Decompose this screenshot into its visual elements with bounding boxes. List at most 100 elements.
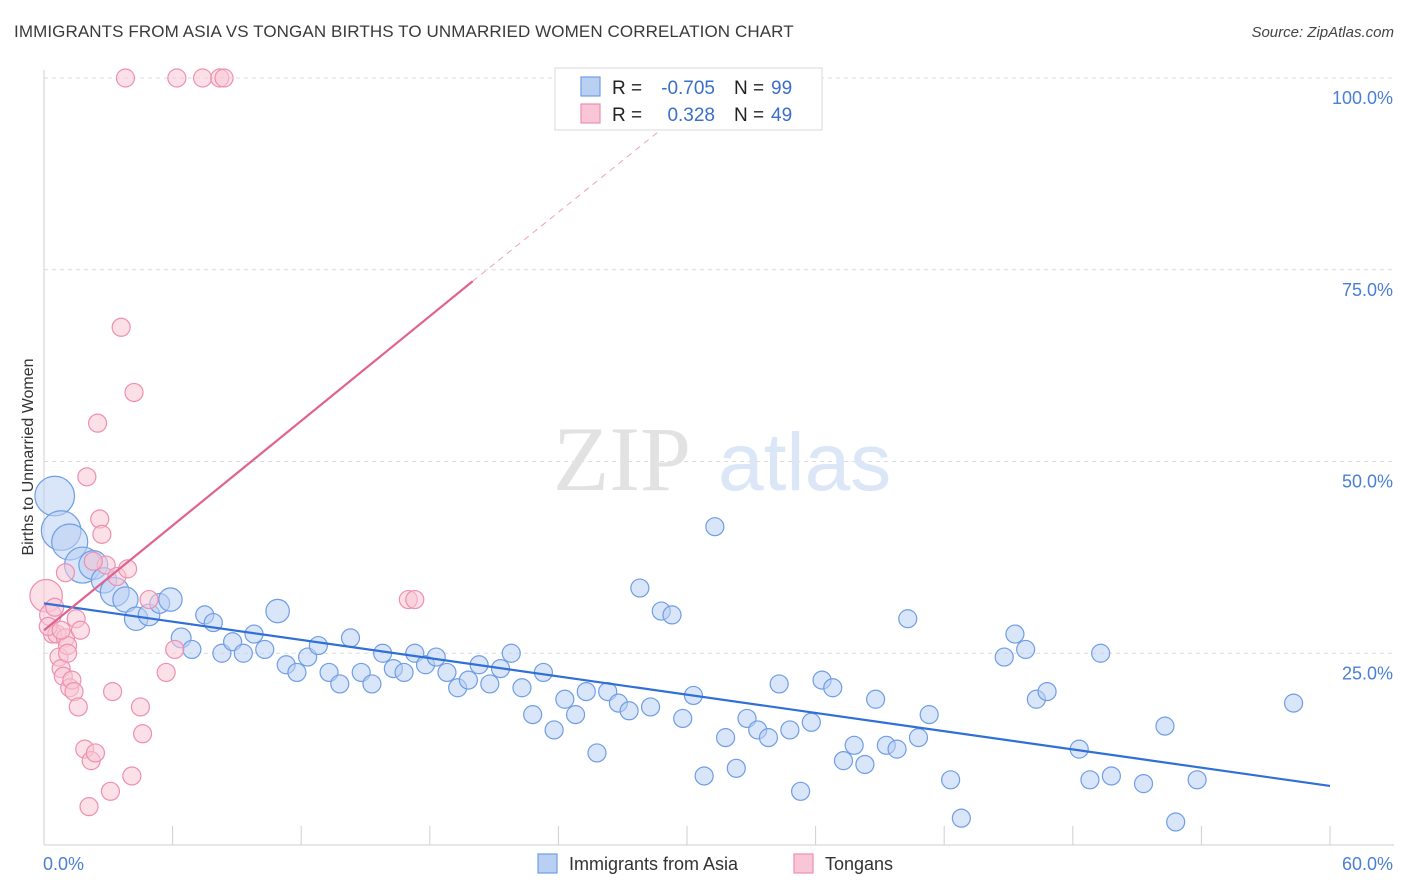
- asia-point-83: [941, 770, 961, 790]
- chart-title: IMMIGRANTS FROM ASIA VS TONGAN BIRTHS TO…: [14, 22, 794, 41]
- trend-lines: [43, 108, 1331, 788]
- asia-point-76: [855, 754, 875, 775]
- asia-point-27: [330, 674, 350, 694]
- asia-point-74: [833, 751, 854, 771]
- asia-point-95: [1166, 812, 1186, 832]
- tongan-point-27: [111, 317, 131, 337]
- asia-point-81: [908, 728, 929, 748]
- asia-point-25: [308, 635, 328, 656]
- asia-point-61: [694, 766, 714, 786]
- bottom-legend: Immigrants from Asia Tongans: [537, 853, 893, 874]
- asia-point-28: [340, 628, 361, 648]
- tongan-point-40: [214, 68, 234, 88]
- tongan-point-19: [85, 743, 106, 763]
- tongan-point-45: [55, 563, 76, 583]
- asia-point-68: [769, 674, 789, 694]
- watermark-zip: ZIP: [553, 408, 691, 510]
- asia-point-44: [512, 678, 532, 698]
- asia-point-45: [523, 705, 543, 725]
- tongan-point-32: [130, 697, 151, 717]
- x-tick-label-0: 0.0%: [43, 854, 84, 874]
- asia-point-75: [844, 735, 864, 755]
- asia-point-59: [673, 708, 693, 729]
- tongan-point-30: [122, 766, 142, 786]
- tongan-point-28: [115, 68, 136, 88]
- tongan-point-48: [83, 551, 103, 571]
- legend-swatch-immigrants-from-asia: [580, 76, 601, 97]
- asia-point-64: [726, 758, 746, 778]
- asia-point-97: [1187, 770, 1207, 790]
- asia-point-70: [790, 781, 811, 801]
- x-tick-label-1: 60.0%: [1342, 854, 1393, 874]
- trend-line-tongans-dashed-extension: [472, 108, 688, 282]
- tongan-point-44: [45, 597, 65, 617]
- asia-point-23: [287, 662, 307, 683]
- asia-point-91: [1080, 770, 1100, 790]
- asia-point-96: [1155, 716, 1175, 736]
- asia-point-73: [823, 678, 843, 698]
- legend-n-value-1: 49: [771, 105, 792, 126]
- chart-source: Source: ZipAtlas.com: [1251, 24, 1394, 41]
- asia-point-21: [265, 598, 290, 624]
- asia-point-50: [576, 681, 596, 702]
- asia-point-80: [898, 609, 918, 629]
- bottom-legend-label-tongans: Tongans: [825, 854, 893, 874]
- legend-r-label-0: R =: [612, 78, 642, 99]
- tongan-point-16: [77, 467, 97, 487]
- asia-point-62: [705, 517, 725, 537]
- legend-n-label-1: N =: [734, 105, 764, 126]
- asia-point-39: [458, 670, 478, 690]
- series-tongans: [29, 68, 425, 817]
- asia-point-11: [158, 587, 183, 612]
- asia-point-69: [780, 720, 800, 740]
- tongan-point-34: [139, 589, 159, 610]
- asia-point-86: [1005, 624, 1025, 644]
- tongan-point-36: [165, 639, 185, 660]
- asia-point-93: [1101, 766, 1121, 786]
- gridlines: [44, 77, 1394, 654]
- asia-point-0: [34, 475, 76, 517]
- x-minor-ticks: [43, 826, 1331, 845]
- trend-line-immigrants-from-asia: [43, 602, 1331, 788]
- asia-point-79: [887, 739, 907, 759]
- tongan-point-22: [92, 524, 112, 544]
- asia-point-84: [951, 808, 971, 828]
- watermark: ZIP atlas: [553, 408, 891, 510]
- asia-point-94: [1133, 774, 1154, 794]
- asia-point-18: [233, 643, 253, 663]
- asia-point-85: [994, 647, 1014, 667]
- tongan-point-14: [70, 620, 91, 640]
- asia-point-37: [437, 662, 457, 683]
- tongan-point-37: [167, 68, 187, 88]
- asia-point-48: [555, 689, 575, 709]
- asia-point-89: [1037, 681, 1057, 702]
- asia-point-55: [630, 578, 650, 598]
- asia-point-54: [619, 701, 639, 721]
- bottom-legend-label-immigrants-from-asia: Immigrants from Asia: [569, 854, 739, 874]
- legend-swatch-tongans: [580, 103, 601, 124]
- tongan-point-25: [102, 681, 123, 702]
- legend-r-label-1: R =: [612, 105, 642, 126]
- asia-point-49: [565, 705, 586, 725]
- watermark-atlas: atlas: [718, 417, 891, 508]
- legend-r-value-0: -0.705: [661, 78, 715, 99]
- trend-line-tongans: [43, 280, 474, 632]
- tongan-point-42: [405, 589, 425, 610]
- legend-r-value-1: 0.328: [667, 105, 715, 126]
- asia-point-33: [394, 662, 414, 683]
- asia-point-87: [1016, 639, 1036, 660]
- legend-n-label-0: N =: [734, 78, 764, 99]
- tongan-point-17: [79, 797, 99, 817]
- tongan-point-20: [87, 413, 108, 433]
- y-tick-label-2: 75.0%: [1342, 280, 1393, 300]
- tongan-point-46: [57, 643, 78, 663]
- asia-point-7: [112, 586, 139, 613]
- asia-point-67: [758, 728, 779, 748]
- asia-point-41: [480, 674, 500, 694]
- asia-point-56: [640, 697, 661, 717]
- asia-point-43: [501, 643, 521, 663]
- tongan-point-13: [68, 697, 88, 717]
- y-tick-labels: 25.0% 50.0% 75.0% 100.0%: [1332, 88, 1393, 683]
- asia-point-71: [801, 712, 821, 732]
